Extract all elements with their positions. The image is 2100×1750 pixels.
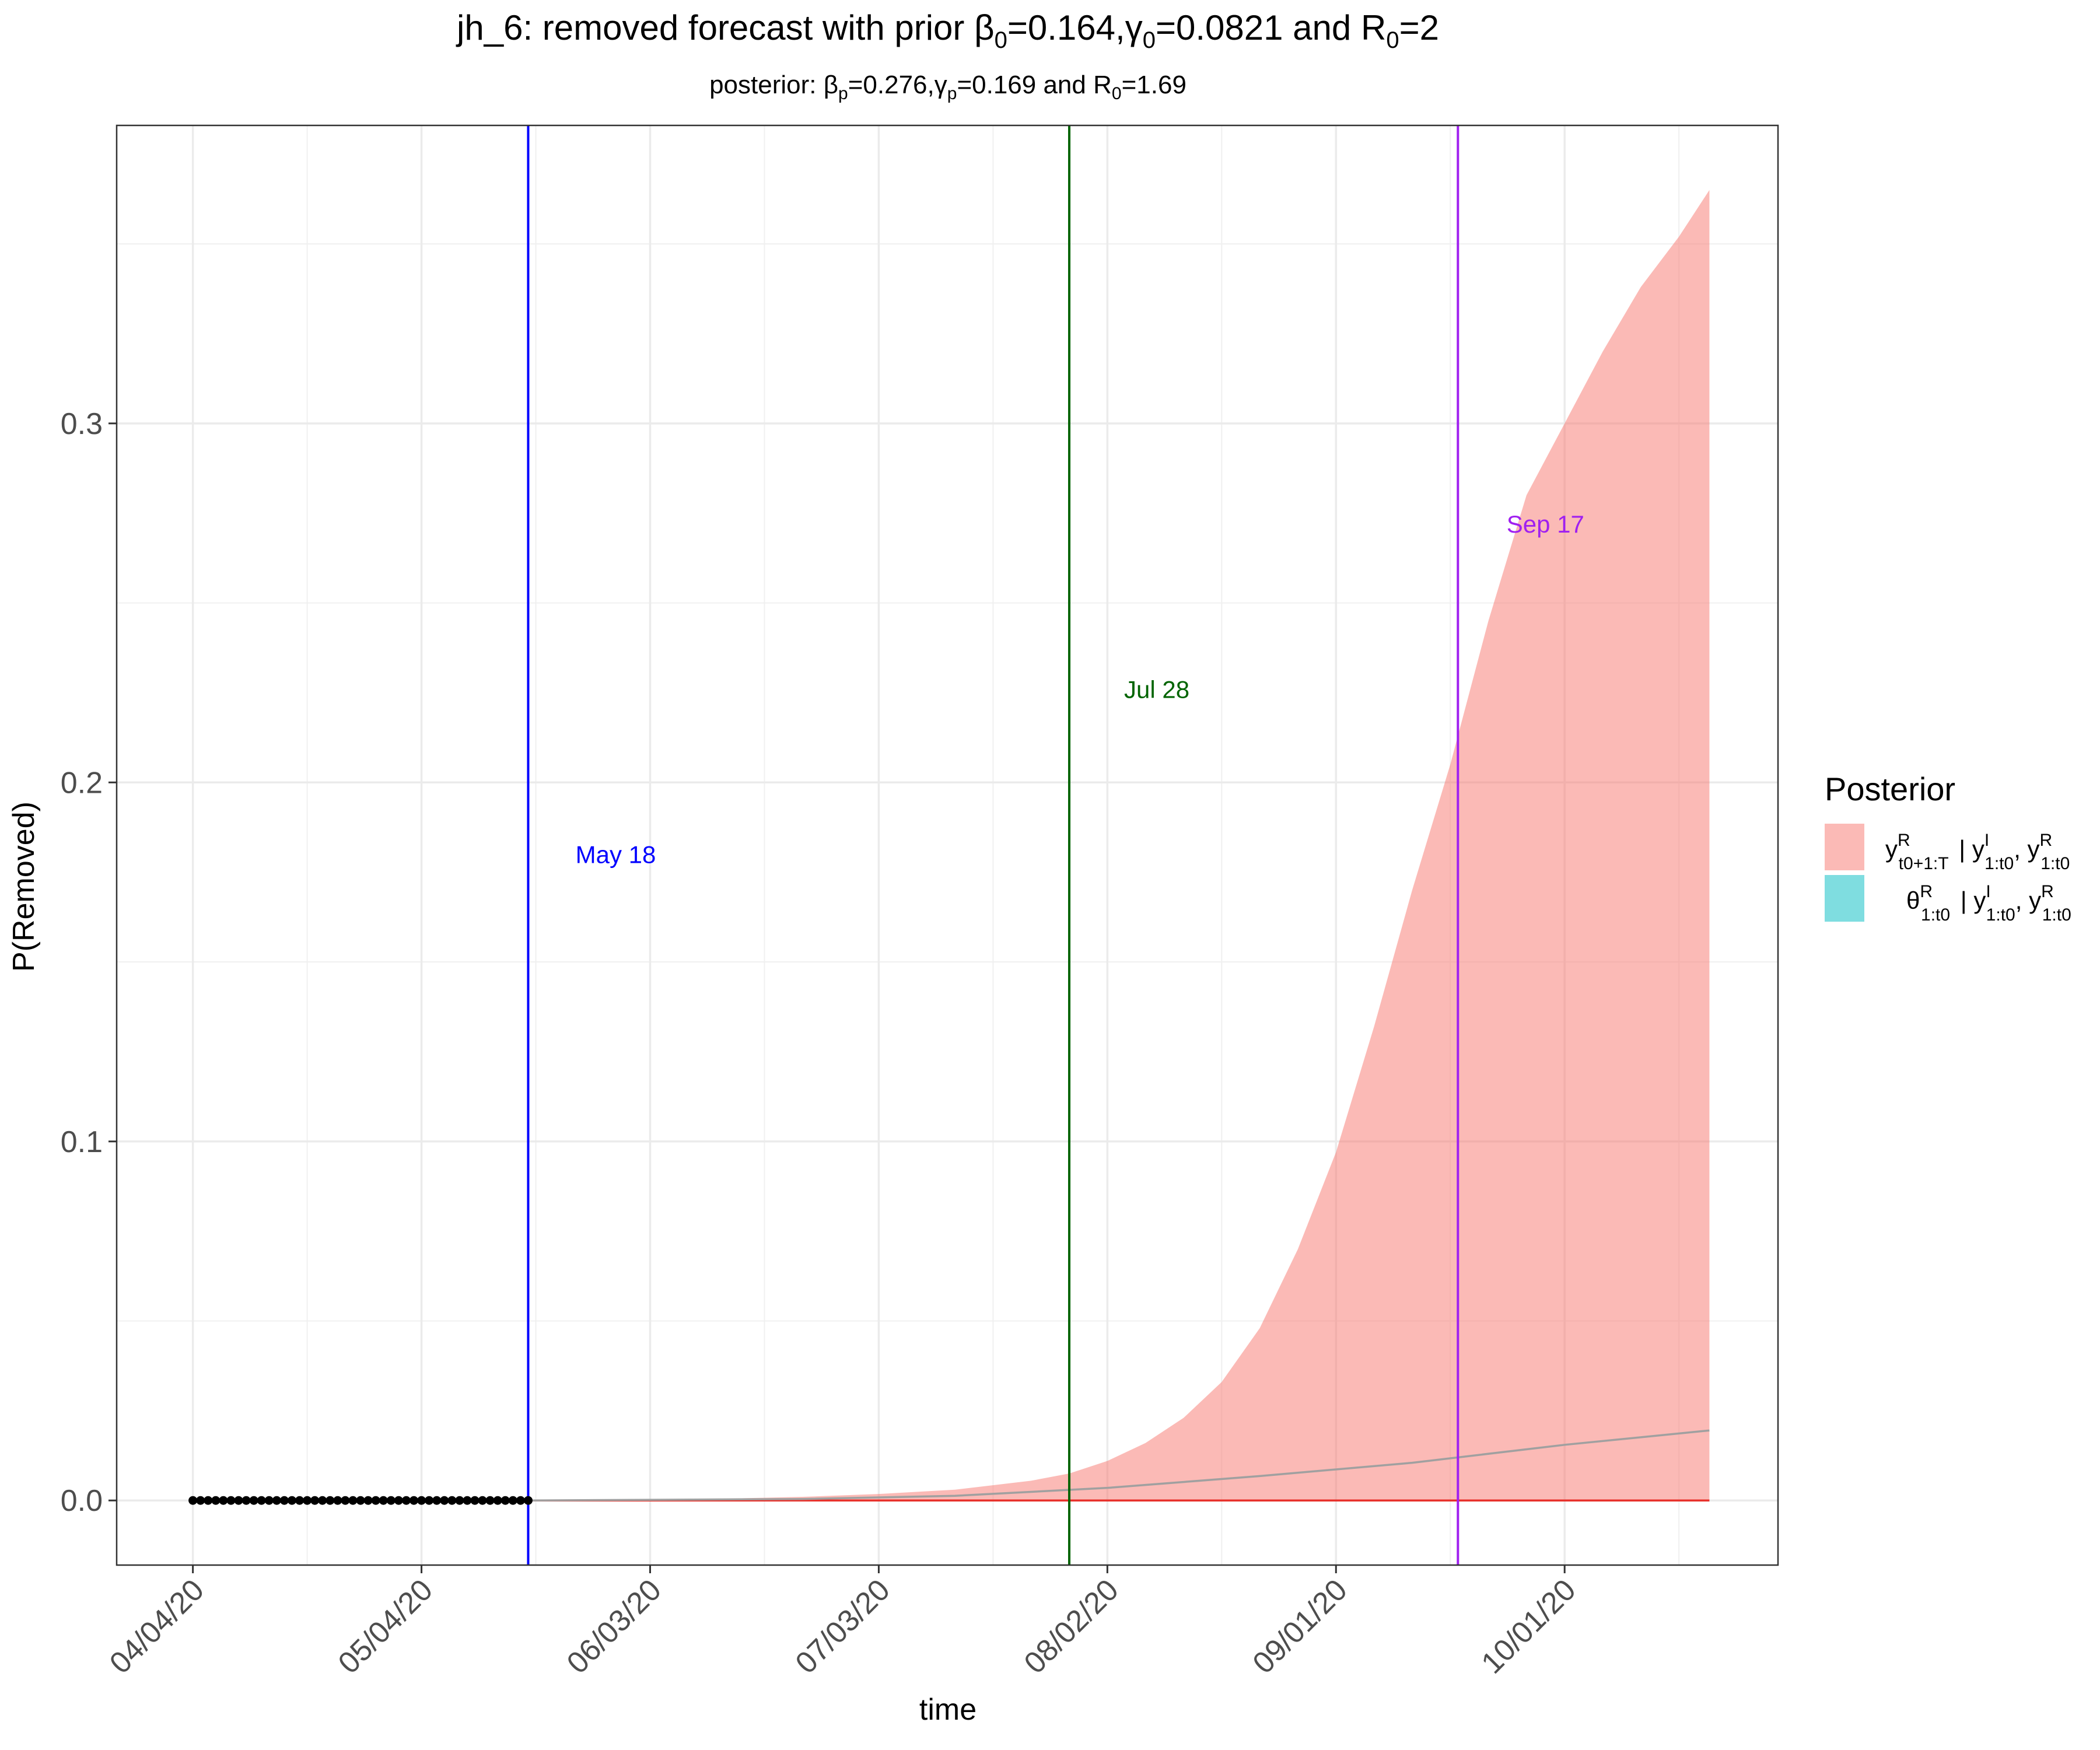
observed-point xyxy=(249,1496,258,1505)
observed-point xyxy=(341,1496,350,1505)
observed-point xyxy=(204,1496,213,1505)
observed-point xyxy=(303,1496,312,1505)
panel-border xyxy=(116,124,1779,1566)
observed-point xyxy=(401,1496,411,1505)
observed-point xyxy=(318,1496,327,1505)
observed-point xyxy=(417,1496,426,1505)
y-tick-label: 0.0 xyxy=(61,1484,103,1518)
legend-label-fitted: θR 1:t0 | yI 1:t0, yR 1:t0 xyxy=(1906,882,2071,925)
observed-point xyxy=(478,1496,487,1505)
observed-point xyxy=(219,1496,228,1505)
observed-point xyxy=(508,1496,517,1505)
x-tick-label: 05/04/20 xyxy=(332,1573,439,1680)
legend: Posterior yR t0+1:T | yI 1:t0, yR 1:t0 θR 1:… xyxy=(1825,771,2071,925)
observed-point xyxy=(188,1496,198,1505)
x-tick-label: 07/03/20 xyxy=(789,1573,897,1680)
series xyxy=(528,190,1710,1502)
observed-point xyxy=(234,1496,243,1505)
observed-point xyxy=(463,1496,472,1505)
observed-point xyxy=(470,1496,480,1505)
x-tick-label: 09/01/20 xyxy=(1247,1573,1354,1680)
observed-point xyxy=(211,1496,220,1505)
x-tick-label: 06/03/20 xyxy=(561,1573,668,1680)
observed-point xyxy=(264,1496,274,1505)
y-tick-label: 0.3 xyxy=(61,407,103,441)
observed-point xyxy=(295,1496,304,1505)
observed-point xyxy=(356,1496,365,1505)
observed-point xyxy=(333,1496,342,1505)
observed-point xyxy=(440,1496,449,1505)
y-tick-label: 0.2 xyxy=(61,766,103,800)
legend-title: Posterior xyxy=(1825,771,1955,807)
x-tick-label: 04/04/20 xyxy=(103,1573,211,1680)
observed-point xyxy=(196,1496,205,1505)
x-tick-label: 08/02/20 xyxy=(1018,1573,1125,1680)
y-tick-label: 0.1 xyxy=(61,1125,103,1159)
observed-points xyxy=(188,1496,533,1505)
observed-point xyxy=(257,1496,266,1505)
chart-title: jh_6: removed forecast with prior β0=0.1… xyxy=(456,8,1439,53)
observed-point xyxy=(516,1496,525,1505)
vline-label: Sep 17 xyxy=(1507,510,1584,538)
y-axis-label: P(Removed) xyxy=(7,802,41,972)
x-axis: 04/04/20 05/04/20 06/03/20 07/03/20 08/02/20… xyxy=(103,1565,1583,1681)
observed-point xyxy=(432,1496,442,1505)
observed-point xyxy=(279,1496,289,1505)
observed-point xyxy=(371,1496,380,1505)
legend-key-forecast xyxy=(1825,824,1864,870)
observed-point xyxy=(386,1496,396,1505)
forecast-median-line xyxy=(528,1429,1710,1502)
legend-key-fitted xyxy=(1825,875,1864,922)
observed-point xyxy=(379,1496,388,1505)
observed-point xyxy=(501,1496,510,1505)
observed-point xyxy=(326,1496,335,1505)
observed-point xyxy=(394,1496,403,1505)
observed-point xyxy=(272,1496,281,1505)
x-tick-label: 10/01/20 xyxy=(1475,1573,1583,1680)
forecast-band xyxy=(528,190,1710,1501)
legend-label-forecast: yR t0+1:T | yI 1:t0, yR 1:t0 xyxy=(1885,831,2070,873)
observed-point xyxy=(226,1496,236,1505)
observed-point xyxy=(363,1496,373,1505)
observed-point xyxy=(493,1496,502,1505)
observed-point xyxy=(455,1496,464,1505)
vline-label: Jul 28 xyxy=(1124,676,1189,703)
observed-point xyxy=(410,1496,419,1505)
chart-subtitle: posterior: βp=0.276,γp=0.169 and R0=1.69 xyxy=(709,71,1186,103)
y-axis: 0.0 0.1 0.2 0.3 xyxy=(61,407,117,1518)
observed-point xyxy=(485,1496,495,1505)
observed-point xyxy=(447,1496,457,1505)
observed-point xyxy=(287,1496,296,1505)
observed-point xyxy=(348,1496,358,1505)
vline-label: May 18 xyxy=(576,841,656,868)
x-axis-label: time xyxy=(919,1693,977,1727)
observed-point xyxy=(425,1496,434,1505)
vertical-markers: May 18 Jul 28 Sep 17 xyxy=(527,125,1584,1565)
observed-point xyxy=(523,1496,533,1505)
observed-point xyxy=(310,1496,320,1505)
observed-point xyxy=(242,1496,251,1505)
